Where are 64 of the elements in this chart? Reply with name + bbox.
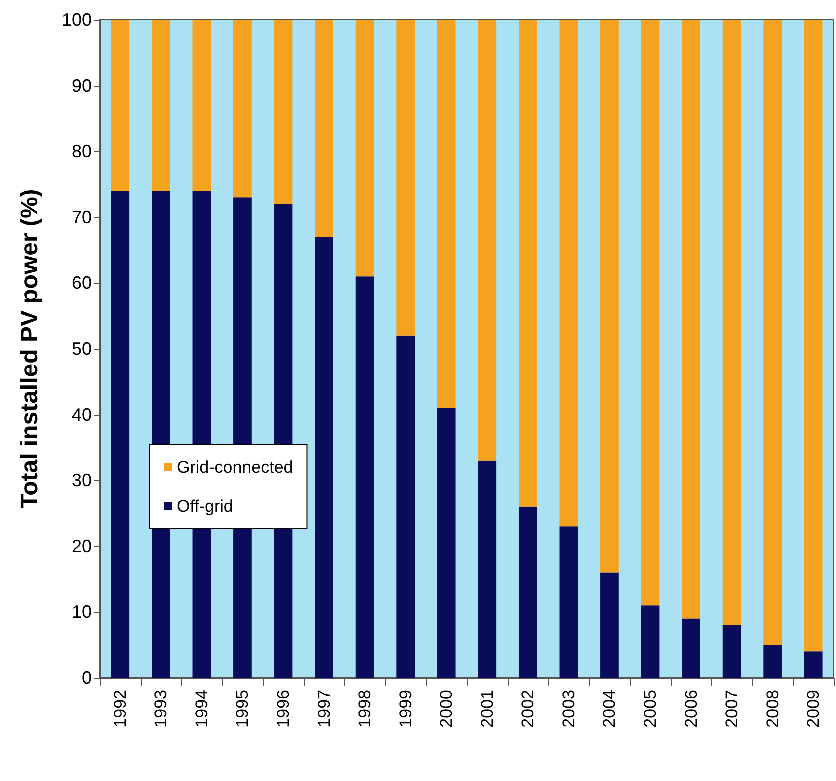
- x-tick-label: 2001: [478, 690, 497, 728]
- x-tick-label: 1999: [396, 690, 416, 728]
- bar: [722, 625, 742, 678]
- y-tick-label: 60: [72, 273, 92, 294]
- bar: [356, 20, 374, 277]
- y-tick-label: 100: [62, 10, 92, 30]
- x-tick-label: 2004: [600, 690, 620, 728]
- bar: [437, 20, 456, 408]
- y-tick-label: 70: [72, 207, 92, 228]
- x-tick-label: 2003: [559, 690, 578, 728]
- x-tick-label: 1997: [314, 690, 334, 728]
- bar: [764, 20, 782, 646]
- x-tick-label: 1998: [356, 690, 375, 728]
- y-tick-label: 20: [72, 536, 92, 556]
- bar: [152, 20, 170, 192]
- bar: [682, 618, 700, 678]
- bar: [192, 20, 212, 192]
- legend-label: Off-grid: [177, 497, 234, 516]
- bar: [804, 652, 823, 678]
- y-tick-label: 10: [72, 602, 92, 622]
- y-tick-label: 0: [82, 668, 92, 688]
- bar: [396, 20, 416, 336]
- x-tick-label: 2007: [722, 690, 742, 728]
- bar: [111, 20, 130, 192]
- bar: [356, 276, 374, 678]
- bar: [560, 20, 578, 527]
- bar: [396, 336, 416, 678]
- bar: [600, 572, 619, 678]
- bar: [437, 408, 456, 678]
- y-tick-label: 40: [72, 404, 92, 425]
- x-tick-label: 2005: [641, 690, 660, 728]
- bar: [234, 20, 252, 198]
- x-tick-label: 1994: [192, 690, 212, 728]
- legend-label: Grid-connected: [177, 458, 294, 477]
- y-tick-label: 30: [72, 470, 92, 491]
- bar: [315, 20, 334, 238]
- bar: [641, 606, 660, 678]
- y-tick-label: 80: [72, 142, 92, 162]
- bar: [682, 20, 700, 619]
- bar: [315, 237, 334, 678]
- bar: [764, 645, 782, 678]
- bar: [600, 20, 619, 573]
- x-tick-label: 1993: [152, 690, 171, 728]
- bar: [560, 526, 578, 678]
- bar: [722, 20, 742, 626]
- x-tick-label: 2000: [437, 690, 456, 728]
- y-tick-label: 50: [72, 339, 92, 359]
- x-tick-label: 2006: [682, 690, 701, 728]
- x-tick-label: 2009: [804, 690, 824, 728]
- x-tick-label: 1996: [274, 690, 293, 728]
- x-tick-label: 2008: [763, 690, 782, 728]
- bar: [274, 20, 293, 204]
- bar: [478, 460, 497, 678]
- x-tick-label: 1995: [233, 690, 252, 728]
- y-axis-title: Total installed PV power (%): [16, 189, 44, 509]
- bar: [518, 20, 538, 507]
- bar: [478, 20, 497, 461]
- y-tick-label: 90: [72, 76, 92, 96]
- bar: [111, 191, 130, 678]
- bar: [804, 20, 823, 652]
- x-tick-label: 1992: [110, 690, 130, 728]
- x-tick-label: 2002: [518, 690, 538, 728]
- bar: [641, 20, 660, 606]
- bar: [518, 506, 538, 678]
